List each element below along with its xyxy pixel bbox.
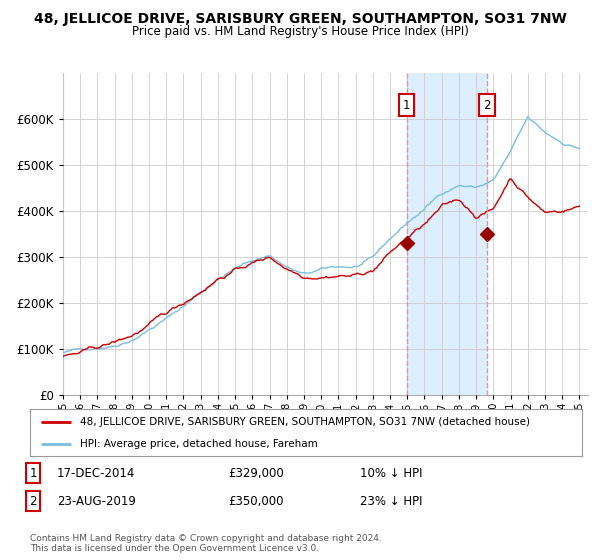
Text: £350,000: £350,000 (228, 494, 284, 508)
Text: Contains HM Land Registry data © Crown copyright and database right 2024.
This d: Contains HM Land Registry data © Crown c… (30, 534, 382, 553)
Text: 48, JELLICOE DRIVE, SARISBURY GREEN, SOUTHAMPTON, SO31 7NW: 48, JELLICOE DRIVE, SARISBURY GREEN, SOU… (34, 12, 566, 26)
Text: HPI: Average price, detached house, Fareham: HPI: Average price, detached house, Fare… (80, 438, 317, 449)
Text: £329,000: £329,000 (228, 466, 284, 480)
Text: 1: 1 (403, 99, 410, 111)
Text: 1: 1 (29, 466, 37, 480)
Text: 23% ↓ HPI: 23% ↓ HPI (360, 494, 422, 508)
Text: 23-AUG-2019: 23-AUG-2019 (57, 494, 136, 508)
Text: Price paid vs. HM Land Registry's House Price Index (HPI): Price paid vs. HM Land Registry's House … (131, 25, 469, 38)
Text: 2: 2 (29, 494, 37, 508)
Text: 48, JELLICOE DRIVE, SARISBURY GREEN, SOUTHAMPTON, SO31 7NW (detached house): 48, JELLICOE DRIVE, SARISBURY GREEN, SOU… (80, 417, 530, 427)
Text: 10% ↓ HPI: 10% ↓ HPI (360, 466, 422, 480)
Bar (407, 73, 487, 395)
Text: 17-DEC-2014: 17-DEC-2014 (57, 466, 136, 480)
Text: 2: 2 (484, 99, 491, 111)
